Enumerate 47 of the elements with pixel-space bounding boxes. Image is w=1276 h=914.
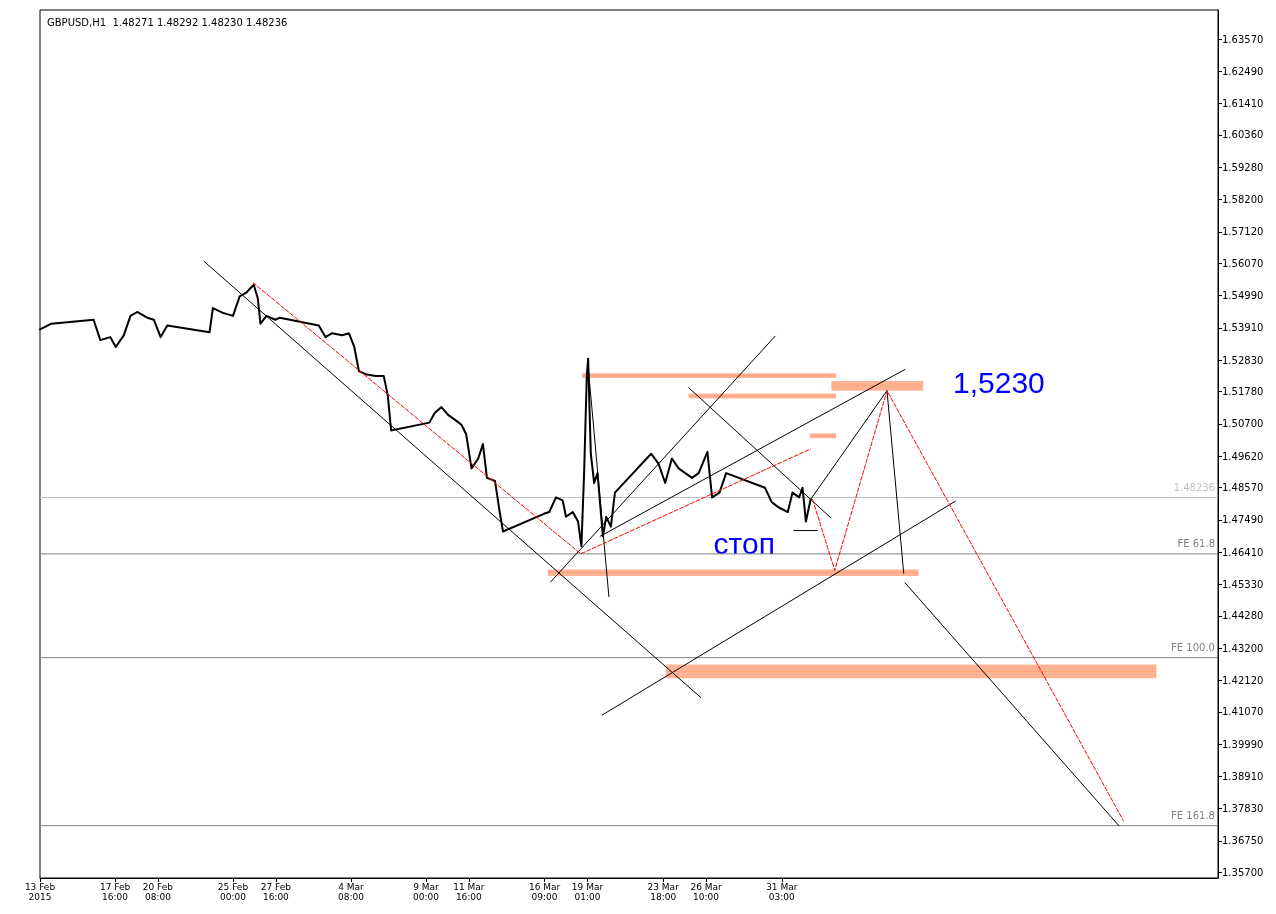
y-tick-label: 1.63570 — [1222, 33, 1264, 45]
x-tick-label: 9 Mar 00:00 — [413, 882, 440, 902]
x-tick-label: 11 Mar 16:00 — [453, 882, 485, 902]
y-tick-label: 1.43200 — [1222, 642, 1264, 654]
ref-line-label: FE 161.8 — [1171, 810, 1215, 822]
y-tick-label: 1.47490 — [1222, 514, 1264, 526]
y-tick-label: 1.58200 — [1222, 194, 1264, 206]
y-tick-label: 1.49620 — [1222, 450, 1264, 462]
text: GBPUSD,H1 1.48271 1.48292 1.48230 1.48236 — [47, 16, 288, 28]
x-tick-label: 19 Mar 01:00 — [571, 882, 604, 902]
y-tick-label: 1.60360 — [1222, 129, 1264, 141]
y-tick-label: 1.54990 — [1222, 290, 1264, 302]
y-tick-label: 1.39990 — [1222, 738, 1264, 750]
y-tick-label: 1.62490 — [1222, 65, 1264, 77]
y-tick-label: 1.52830 — [1222, 354, 1264, 366]
y-tick-label: 1.61410 — [1222, 98, 1264, 110]
x-tick-label: 20 Feb 08:00 — [142, 882, 174, 902]
annotation: 1,5230 — [953, 365, 1045, 399]
y-tick-label: 1.46410 — [1222, 546, 1264, 558]
y-tick-label: 1.57120 — [1222, 226, 1264, 238]
x-tick-label: 16 Mar 09:00 — [528, 882, 561, 902]
y-tick-label: 1.44280 — [1222, 610, 1264, 622]
y-tick-label: 1.41070 — [1222, 706, 1264, 718]
y-tick-label: 1.59280 — [1222, 161, 1264, 173]
x-tick-label: 31 Mar 03:00 — [766, 882, 798, 902]
y-tick-label: 1.56070 — [1222, 257, 1264, 269]
x-tick-label: 27 Feb 16:00 — [260, 882, 292, 902]
y-tick-label: 1.51780 — [1222, 386, 1264, 398]
y-tick-label: 1.48570 — [1222, 482, 1264, 493]
x-tick-label: 25 Feb 00:00 — [217, 882, 249, 902]
y-tick-label: 1.37830 — [1222, 803, 1264, 815]
y-tick-label: 1.50700 — [1222, 418, 1264, 430]
y-tick-label: 1.38910 — [1222, 770, 1264, 782]
x-tick-label: 13 Feb 2015 — [24, 882, 56, 902]
annotation: стоп — [713, 527, 775, 561]
y-tick-label: 1.45330 — [1222, 578, 1264, 590]
y-tick-label: 1.42120 — [1222, 674, 1264, 686]
y-tick-label: 1.35700 — [1222, 866, 1264, 878]
y-tick-label: 1.53910 — [1222, 322, 1264, 334]
ref-line-label: FE 100.0 — [1171, 642, 1215, 654]
x-tick-label: 4 Mar 08:00 — [337, 882, 365, 902]
x-tick-label: 17 Feb 16:00 — [99, 882, 131, 902]
ref-line-label: 1.48236 — [1173, 481, 1215, 493]
x-tick-label: 23 Mar 18:00 — [647, 882, 680, 902]
y-tick-label: 1.36750 — [1222, 835, 1264, 847]
ref-line-label: FE 61.8 — [1177, 538, 1215, 550]
x-tick-label: 26 Mar 10:00 — [690, 882, 722, 902]
